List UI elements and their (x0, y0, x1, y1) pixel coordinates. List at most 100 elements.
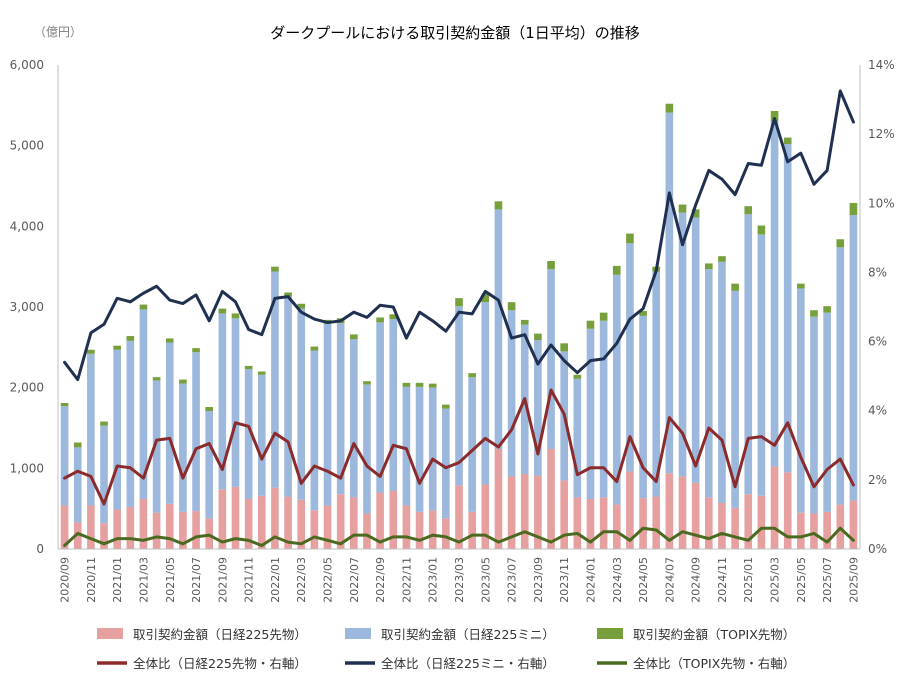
bar-segment-series-0 (718, 503, 726, 549)
bar-segment-series-0 (586, 498, 595, 549)
bar-segment-series-1 (402, 386, 411, 506)
bar-segment-series-0 (639, 498, 647, 549)
bar-segment-series-1 (363, 384, 371, 514)
x-tick-label: 2024/05 (637, 557, 650, 603)
bar-segment-series-0 (507, 476, 516, 549)
bar-segment-series-2 (87, 349, 95, 354)
bar-segment-series-0 (231, 486, 240, 549)
bar-segment-series-2 (363, 381, 371, 385)
bar-segment-series-2 (402, 382, 411, 387)
x-tick-label: 2024/11 (716, 557, 729, 603)
bar-segment-series-0 (113, 509, 121, 549)
bar-segment-series-2 (244, 365, 253, 370)
bar-segment-series-2 (152, 377, 161, 381)
bar-segment-series-2 (271, 266, 279, 272)
bar-segment-series-1 (639, 315, 647, 499)
axes: 0 1,000 2,000 3,000 4,000 5,000 6,000 0% 2% 4% 6% 8… (10, 58, 895, 556)
bar-segment-series-0 (678, 476, 687, 549)
bar-segment-series-0 (100, 523, 108, 549)
bar-segment-series-2 (691, 209, 700, 218)
x-tick-label: 2021/11 (243, 557, 256, 603)
x-tick-label: 2023/05 (479, 557, 492, 603)
bar-segment-series-1 (691, 217, 700, 483)
bar-segment-series-2 (783, 137, 792, 145)
bar-segment-series-0 (599, 497, 608, 549)
bar-segment-series-1 (797, 288, 805, 513)
bar-segment-series-1 (336, 323, 345, 495)
line-series-2 (63, 526, 855, 548)
legend-swatch (597, 628, 623, 639)
y-left-tick-label: 2,000 (10, 381, 44, 395)
bar-segment-series-2 (770, 110, 779, 122)
bar-segment-series-1 (389, 319, 398, 491)
y-right-tick-label: 14% (868, 58, 895, 72)
bar-segment-series-2 (100, 421, 108, 426)
bar-segment-series-0 (415, 511, 424, 549)
bar-segment-series-0 (481, 484, 490, 549)
bar-segment-series-1 (810, 316, 818, 514)
bar-segment-series-0 (60, 505, 69, 549)
bar-segment-series-0 (336, 494, 345, 549)
bar-segment-series-2 (126, 336, 135, 341)
y-left-tick-label: 6,000 (10, 58, 44, 72)
bar-segment-series-2 (810, 310, 818, 317)
x-tick-label: 2023/09 (532, 557, 545, 603)
bar-segment-series-1 (612, 274, 621, 505)
bar-segment-series-0 (547, 448, 555, 549)
y-left-tick-label: 5,000 (10, 139, 44, 153)
bar-segment-series-2 (218, 308, 227, 314)
bar-segment-series-1 (60, 406, 69, 506)
bar-segment-series-2 (179, 379, 187, 384)
bar-segment-series-2 (415, 382, 424, 387)
bar-segment-series-1 (376, 322, 384, 493)
bar-segment-series-0 (626, 471, 634, 549)
bar-segment-series-1 (244, 369, 253, 499)
bar-segment-series-2 (231, 313, 240, 319)
x-tick-label: 2022/09 (374, 557, 387, 603)
bar-segment-series-0 (560, 480, 568, 549)
bar-segment-series-1 (310, 350, 319, 511)
bar-segment-series-0 (757, 495, 766, 549)
bar-segment-series-0 (612, 504, 621, 549)
bar-segment-series-2 (389, 314, 398, 320)
bar-segment-series-2 (560, 343, 568, 352)
y-left-tick-label: 4,000 (10, 219, 44, 233)
x-tick-label: 2022/03 (295, 557, 308, 603)
bar-segment-series-2 (731, 283, 739, 291)
bar-segment-series-1 (350, 339, 358, 498)
bar-segment-series-1 (534, 340, 542, 476)
bar-segment-series-2 (350, 334, 358, 340)
bar-segment-series-1 (678, 212, 687, 477)
x-tick-label: 2023/01 (427, 557, 440, 603)
bar-segment-series-0 (192, 511, 200, 549)
bar-segment-series-2 (626, 233, 634, 244)
bar-segment-series-1 (494, 209, 503, 449)
bar-segment-series-1 (205, 411, 214, 519)
x-tick-label: 2024/07 (663, 557, 676, 603)
bar-segment-series-0 (389, 490, 398, 549)
bar-segment-series-2 (547, 261, 555, 270)
x-tick-label: 2025/03 (769, 557, 782, 603)
x-tick-label: 2022/01 (269, 557, 282, 603)
y-left-tick-label: 3,000 (10, 300, 44, 314)
x-tick-label: 2023/03 (453, 557, 466, 603)
bar-segment-series-0 (152, 512, 161, 549)
bar-segment-series-2 (836, 239, 845, 248)
bar-segment-series-2 (376, 317, 384, 323)
bar-segment-series-0 (297, 499, 306, 549)
x-tick-label: 2020/09 (59, 557, 72, 603)
line-series-1 (63, 89, 855, 382)
bar-segment-series-0 (218, 489, 227, 549)
bar-segment-series-0 (534, 475, 542, 549)
y-right-tick-label: 6% (868, 335, 887, 349)
bar-segment-series-1 (73, 447, 82, 523)
legend-label: 全体比（TOPIX先物・右軸） (633, 656, 795, 671)
y-right-tick-label: 12% (868, 127, 895, 141)
x-tick-label: 2021/01 (111, 557, 124, 603)
bar-segment-series-1 (573, 378, 582, 498)
bar-segment-series-1 (323, 323, 332, 506)
bar-segment-series-0 (165, 503, 174, 549)
bar-segment-series-2 (60, 402, 69, 407)
bar-segment-series-0 (126, 507, 135, 549)
bar-segment-series-0 (797, 512, 805, 549)
